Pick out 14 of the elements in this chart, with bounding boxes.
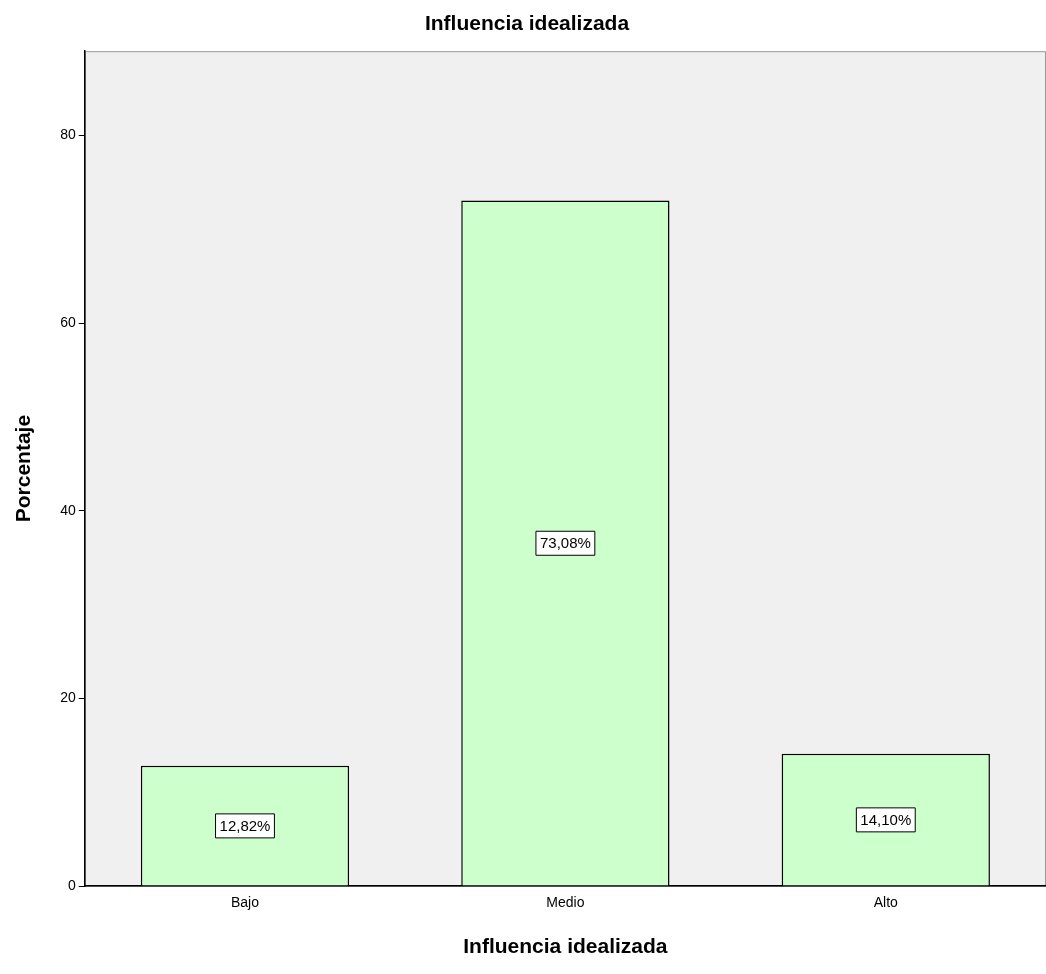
- x-tick-label: Bajo: [230, 894, 260, 911]
- y-tick-label: 20: [60, 689, 76, 706]
- chart-title: Influencia idealizada: [424, 11, 630, 35]
- data-label: 14,10%: [860, 811, 912, 829]
- y-tick-label: 0: [67, 876, 76, 893]
- data-label: 73,08%: [539, 534, 591, 552]
- data-label: 12,82%: [219, 817, 271, 835]
- x-axis-title: Influencia idealizada: [463, 934, 668, 958]
- y-tick-label: 60: [60, 314, 76, 331]
- x-tick-label: Alto: [873, 894, 899, 911]
- x-tick-label: Medio: [546, 894, 585, 911]
- y-axis-title: Porcentaje: [11, 414, 35, 523]
- y-tick-label: 80: [60, 126, 76, 143]
- y-tick-label: 40: [60, 501, 76, 518]
